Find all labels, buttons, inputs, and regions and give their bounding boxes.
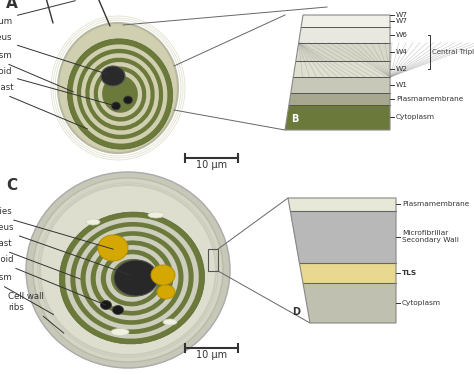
Ellipse shape [59,212,205,344]
Ellipse shape [26,172,230,368]
Polygon shape [300,263,396,283]
Ellipse shape [67,39,173,149]
Text: W2: W2 [396,66,408,72]
Polygon shape [301,15,390,27]
Text: W7: W7 [396,18,408,24]
Polygon shape [285,105,390,130]
Text: Cell wall
ribs: Cell wall ribs [8,292,64,333]
Polygon shape [289,93,390,105]
Text: Lipid bodies: Lipid bodies [0,207,113,249]
Text: Plasmamembrane: Plasmamembrane [402,201,469,207]
Text: TLS: TLS [402,270,417,276]
Ellipse shape [58,23,178,153]
Ellipse shape [81,53,159,135]
Text: Cytoplasm: Cytoplasm [402,300,441,306]
Text: A: A [6,0,18,11]
Ellipse shape [81,231,183,325]
Ellipse shape [70,222,194,334]
Polygon shape [299,27,390,43]
Ellipse shape [163,319,177,325]
Text: Nucleus: Nucleus [0,224,130,275]
Ellipse shape [106,254,158,302]
Text: W4: W4 [396,49,408,55]
Ellipse shape [33,178,223,362]
Text: B: B [292,114,299,124]
Text: 10 μm: 10 μm [196,350,227,360]
Polygon shape [296,43,390,61]
Text: D: D [292,307,300,317]
Ellipse shape [73,44,167,144]
Ellipse shape [111,102,120,110]
Polygon shape [288,198,396,210]
Ellipse shape [148,212,164,218]
Ellipse shape [86,219,100,225]
Polygon shape [291,77,390,93]
Text: C: C [6,178,17,193]
Text: Plasmamembrane: Plasmamembrane [396,96,463,102]
Text: Microfibrillar
Secondary Wall: Microfibrillar Secondary Wall [402,230,459,243]
Text: Nucleus: Nucleus [0,33,107,74]
Ellipse shape [114,260,158,296]
Ellipse shape [157,285,175,299]
Ellipse shape [124,96,133,104]
Ellipse shape [96,245,168,311]
Ellipse shape [98,71,142,117]
Ellipse shape [85,58,155,130]
Text: Chloroplast: Chloroplast [0,240,81,279]
Text: Cytoplasm: Cytoplasm [0,273,54,315]
Ellipse shape [101,250,163,306]
Ellipse shape [90,62,151,126]
Ellipse shape [75,226,189,329]
Text: Central Triplet: Central Triplet [432,49,474,55]
Text: W7: W7 [396,12,408,18]
Text: Pyrenoid: Pyrenoid [0,255,105,305]
Ellipse shape [38,183,218,357]
Polygon shape [293,61,390,77]
Ellipse shape [100,300,111,309]
Text: Chloroplast: Chloroplast [0,84,87,129]
Ellipse shape [101,66,125,86]
Text: Cytoplasm: Cytoplasm [396,114,435,120]
Ellipse shape [111,328,129,336]
Bar [288,112,302,126]
Ellipse shape [65,217,199,339]
Bar [208,249,218,271]
Text: Cytoplasm: Cytoplasm [0,51,73,92]
Text: W6: W6 [396,32,408,38]
Ellipse shape [112,306,124,315]
Polygon shape [303,283,396,323]
Text: 10 μm: 10 μm [196,160,227,170]
Ellipse shape [98,235,128,261]
Polygon shape [290,210,396,263]
Ellipse shape [151,265,175,285]
Text: Flagellum: Flagellum [0,1,75,27]
Ellipse shape [102,75,138,113]
Ellipse shape [86,236,178,320]
Text: Pyrenoid: Pyrenoid [0,68,113,105]
Ellipse shape [111,259,153,297]
Text: W1: W1 [396,82,408,88]
Ellipse shape [91,240,173,316]
Ellipse shape [40,185,216,355]
Ellipse shape [77,49,163,139]
Ellipse shape [94,66,146,122]
